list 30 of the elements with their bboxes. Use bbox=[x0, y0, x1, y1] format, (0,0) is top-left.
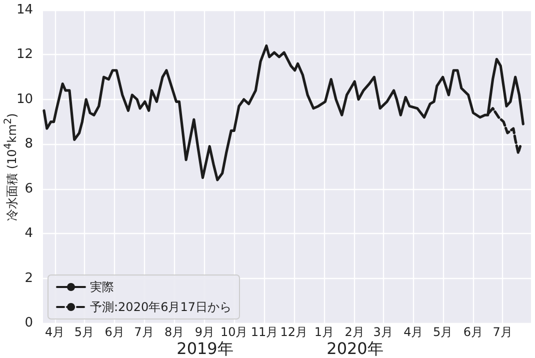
text: 2019年 bbox=[176, 339, 234, 358]
x-tick-label: 4月 bbox=[404, 325, 424, 339]
x-tick-label: 2月 bbox=[344, 325, 364, 339]
x-tick-label: 4月 bbox=[44, 325, 65, 339]
x-tick-label: 5月 bbox=[432, 325, 453, 339]
line-series bbox=[488, 107, 522, 154]
legend-label: 実際 bbox=[90, 280, 114, 294]
x-tick-label: 1月 bbox=[314, 325, 334, 339]
y-tick-label: 10 bbox=[16, 92, 33, 107]
x-tick-label: 6月 bbox=[104, 325, 124, 339]
legend-label: 予測:2020年6月17日から bbox=[90, 300, 232, 314]
x-tick-label: 5月 bbox=[74, 325, 94, 339]
x-tick-label: 10月 bbox=[220, 325, 248, 339]
x-tick-label: 7月 bbox=[134, 325, 154, 339]
x-tick-label: 7月 bbox=[492, 325, 512, 339]
x-tick-label: 8月 bbox=[164, 325, 184, 339]
y-tick-label: 4 bbox=[24, 226, 33, 242]
y-tick-label: 8 bbox=[24, 136, 33, 152]
x-tick-label: 6月 bbox=[463, 325, 484, 339]
x-tick-label: 9月 bbox=[194, 325, 215, 339]
line-series bbox=[42, 44, 524, 182]
y-tick-label: 12 bbox=[16, 47, 33, 62]
text: 2020年 bbox=[326, 339, 384, 358]
y-tick-label: 6 bbox=[24, 181, 33, 196]
x-tick-label: 3月 bbox=[373, 325, 393, 339]
y-tick-label: 14 bbox=[16, 2, 33, 18]
y-tick-label: 0 bbox=[24, 316, 33, 330]
x-tick-label: 12月 bbox=[280, 325, 308, 339]
y-tick-label: 2 bbox=[24, 270, 33, 286]
x-tick-label: 11月 bbox=[250, 325, 278, 339]
